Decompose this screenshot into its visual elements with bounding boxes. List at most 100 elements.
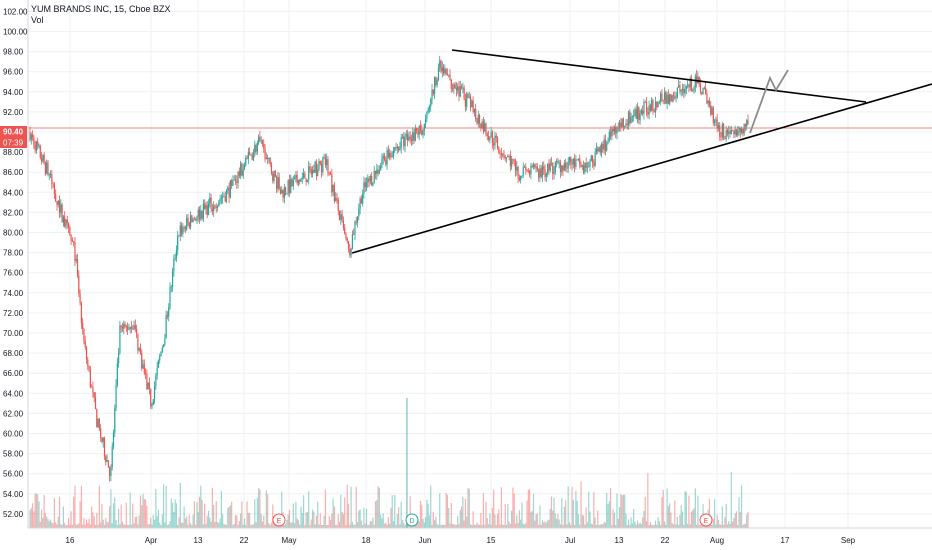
candle-body (193, 219, 196, 221)
volume-bar (202, 524, 204, 528)
volume-bar (204, 503, 206, 528)
volume-bar (500, 487, 502, 528)
candle-body (116, 363, 118, 386)
event-marker-e[interactable]: E (699, 513, 713, 527)
price-tag: 90.40 07:39 (0, 126, 27, 148)
volume-bar (285, 523, 287, 528)
candle-body (65, 219, 67, 227)
candle-body (476, 119, 478, 124)
candle-body (656, 101, 658, 108)
volume-bar (192, 514, 194, 528)
candle-body (112, 432, 115, 447)
candle-body (183, 227, 185, 228)
volume-bar (680, 505, 682, 528)
candle-body (696, 75, 698, 84)
candle-body (547, 163, 549, 174)
event-marker-d[interactable]: D (405, 513, 419, 527)
candle-body (383, 155, 386, 160)
volume-bar (84, 524, 86, 528)
volume-bar (430, 485, 432, 528)
candle-body (378, 170, 380, 174)
time-axis[interactable]: 16 Apr 13 22 May 18 Jun 15 Jul 13 22 Aug 17 Sep (28, 527, 932, 550)
volume-bar (485, 501, 487, 528)
volume-bar (333, 506, 336, 528)
volume-bar (259, 489, 261, 528)
volume-bar (171, 502, 174, 528)
candle-body (189, 215, 192, 228)
candle-body (427, 108, 429, 112)
volume-bar (554, 513, 556, 528)
volume-bar (326, 524, 328, 528)
volume-bar (206, 515, 208, 528)
candle-body (485, 123, 487, 135)
candle-body (525, 166, 527, 171)
volume-bar (598, 524, 600, 528)
volume-bar (643, 510, 645, 528)
volume-bar (216, 521, 219, 528)
candle-body (92, 387, 94, 393)
trendline-layer[interactable] (351, 49, 932, 254)
candle-body (247, 152, 249, 159)
candle-body (737, 130, 739, 136)
candle-body (712, 107, 714, 123)
price-axis[interactable]: 102.00100.0098.0096.0094.0092.0090.0088.… (3, 0, 29, 528)
candle-body (385, 159, 387, 165)
volume-bar (180, 522, 183, 528)
volume-bar (359, 509, 361, 528)
candle-body (114, 408, 116, 433)
x-tick-label: 13 (194, 536, 203, 545)
volume-bar (600, 524, 603, 528)
candle-body (139, 348, 142, 354)
candle-body (545, 173, 547, 178)
volume-bar (558, 519, 560, 528)
volume-bar (211, 487, 213, 528)
volume-bar (362, 524, 364, 528)
volume-bar (635, 524, 637, 528)
volume-bar (345, 524, 347, 528)
event-marker-e[interactable]: E (272, 513, 286, 527)
candle-body (556, 160, 558, 162)
volume-bar (144, 499, 147, 528)
y-tick-label: 62.00 (3, 409, 24, 418)
volume-bar (308, 491, 310, 528)
candle-body (83, 328, 85, 342)
volume-bar (553, 497, 555, 528)
volume-bar (549, 509, 551, 528)
volume-bar (527, 489, 529, 528)
candle-body (558, 162, 560, 164)
x-tick-label: Jul (565, 536, 575, 545)
volume-bar (385, 522, 387, 528)
candle-body (436, 80, 438, 85)
volume-bar (215, 501, 217, 528)
candle-body (543, 166, 545, 170)
candle-body (44, 163, 47, 174)
candle-body (439, 60, 441, 68)
volume-bar (241, 501, 243, 528)
candle-body (481, 121, 483, 128)
candle-body (654, 101, 657, 112)
y-tick-label: 98.00 (3, 48, 24, 57)
candle-body (416, 127, 418, 131)
candle-body (136, 328, 138, 334)
volume-bar (531, 510, 533, 528)
candle-body (567, 161, 569, 169)
volume-bar (409, 496, 411, 528)
volume-bar (404, 524, 406, 528)
candle-body (327, 159, 329, 174)
volume-bar (484, 524, 486, 528)
candle-body (710, 105, 712, 115)
volume-bar (305, 512, 307, 528)
event-marker-circle (699, 513, 713, 527)
candle-body (124, 324, 126, 327)
candle-body (142, 364, 144, 369)
volume-bar (258, 488, 260, 528)
volume-bar (669, 503, 671, 528)
candle-body (604, 139, 607, 151)
candle-body (471, 100, 473, 108)
volume-bar (689, 524, 691, 528)
candle-body (618, 122, 621, 128)
volume-bar (722, 524, 725, 528)
